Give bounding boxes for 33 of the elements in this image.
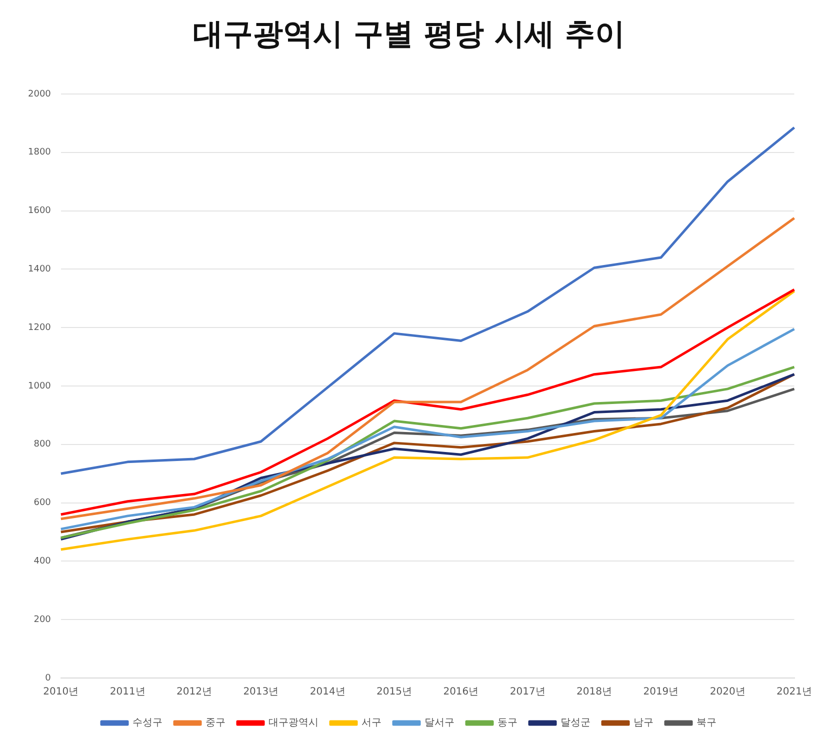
x-tick-label: 2012년 [176,686,212,698]
legend-label: 달성군 [560,718,590,729]
y-tick-label: 1200 [28,322,52,333]
y-tick-label: 1800 [28,148,52,158]
legend-label: 동구 [498,718,518,729]
y-tick-label: 200 [34,614,52,625]
y-tick-label: 0 [45,673,52,684]
chart-title: 대구광역시 구별 평당 시세 추이 [193,16,625,52]
x-tick-label: 2014년 [310,686,346,698]
y-tick-label: 2000 [28,89,52,100]
legend-label: 북구 [696,718,716,729]
x-tick-label: 2019년 [643,686,679,698]
x-tick-label: 2010년 [43,686,79,698]
legend-label: 수성구 [132,718,162,729]
x-tick-label: 2018년 [576,686,612,698]
x-tick-label: 2017년 [510,686,546,698]
y-tick-label: 800 [34,440,52,450]
y-tick-label: 600 [34,498,52,508]
y-tick-label: 400 [34,556,52,567]
legend-label: 달서구 [424,718,454,729]
legend-label: 대구광역시 [268,718,318,729]
x-tick-label: 2020년 [710,686,746,698]
x-tick-label: 2015년 [376,686,412,698]
legend-label: 남구 [634,718,654,729]
legend-label: 중구 [206,718,226,729]
legend-label: 서구 [362,718,382,729]
y-tick-label: 1600 [28,206,52,216]
y-tick-label: 1400 [28,264,52,275]
x-tick-label: 2011년 [110,686,146,698]
x-tick-label: 2016년 [443,686,479,698]
x-tick-label: 2013년 [243,686,279,698]
y-tick-label: 1000 [28,381,52,392]
x-tick-label: 2021년 [776,686,812,698]
